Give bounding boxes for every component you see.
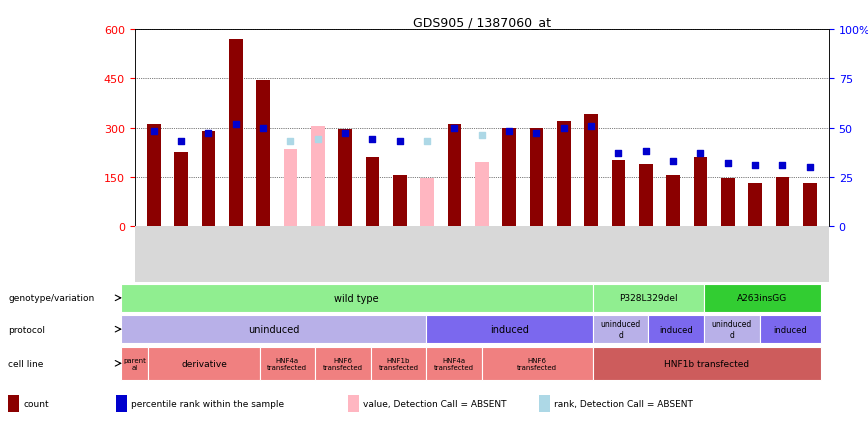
Text: HNF1b transfected: HNF1b transfected bbox=[664, 359, 749, 368]
Text: derivative: derivative bbox=[181, 359, 227, 368]
Point bbox=[502, 129, 516, 136]
Point bbox=[174, 138, 188, 145]
Bar bbox=[803, 184, 817, 226]
Point bbox=[284, 138, 298, 145]
Text: count: count bbox=[23, 399, 49, 408]
Bar bbox=[256, 81, 270, 226]
Bar bbox=[371, 347, 426, 380]
Bar bbox=[648, 316, 704, 343]
Point bbox=[448, 125, 462, 132]
Bar bbox=[584, 115, 598, 226]
Text: genotype/variation: genotype/variation bbox=[9, 294, 95, 302]
Bar bbox=[482, 347, 593, 380]
Point bbox=[229, 121, 243, 128]
Bar bbox=[475, 162, 489, 226]
Bar bbox=[229, 40, 242, 226]
Point bbox=[147, 129, 161, 136]
Text: induced: induced bbox=[773, 325, 807, 334]
Bar bbox=[557, 122, 570, 226]
Bar bbox=[284, 149, 297, 226]
Point bbox=[584, 123, 598, 130]
Bar bbox=[339, 130, 352, 226]
Bar bbox=[503, 128, 516, 226]
Text: HNF4a
transfected: HNF4a transfected bbox=[267, 357, 307, 370]
Bar bbox=[420, 179, 434, 226]
Point bbox=[420, 138, 434, 145]
Bar bbox=[121, 284, 593, 312]
Point bbox=[556, 125, 570, 132]
Text: P328L329del: P328L329del bbox=[619, 294, 678, 302]
Text: rank, Detection Call = ABSENT: rank, Detection Call = ABSENT bbox=[554, 399, 693, 408]
Bar bbox=[529, 128, 543, 226]
Point bbox=[694, 150, 707, 157]
Point bbox=[611, 150, 625, 157]
Bar bbox=[539, 395, 549, 412]
Bar bbox=[311, 127, 325, 226]
Bar bbox=[260, 347, 315, 380]
Point bbox=[475, 133, 489, 140]
Point bbox=[666, 158, 680, 165]
Bar bbox=[448, 125, 461, 226]
Bar bbox=[704, 284, 820, 312]
Text: uninduced
d: uninduced d bbox=[712, 320, 752, 339]
Text: percentile rank within the sample: percentile rank within the sample bbox=[131, 399, 284, 408]
Point bbox=[748, 162, 762, 169]
Text: wild type: wild type bbox=[334, 293, 379, 303]
Bar bbox=[426, 316, 593, 343]
Text: parent
al: parent al bbox=[123, 357, 146, 370]
Point bbox=[393, 138, 407, 145]
Bar bbox=[667, 175, 680, 226]
Bar bbox=[748, 184, 762, 226]
Point bbox=[339, 131, 352, 138]
Point bbox=[529, 131, 543, 138]
Bar bbox=[9, 395, 19, 412]
Text: HNF6
transfected: HNF6 transfected bbox=[323, 357, 363, 370]
Bar bbox=[365, 158, 379, 226]
Bar bbox=[612, 161, 625, 226]
Bar bbox=[593, 284, 704, 312]
Bar bbox=[121, 316, 426, 343]
Bar bbox=[201, 132, 215, 226]
Bar bbox=[393, 175, 406, 226]
Point bbox=[720, 160, 734, 167]
Text: uninduced: uninduced bbox=[247, 325, 299, 334]
Title: GDS905 / 1387060_at: GDS905 / 1387060_at bbox=[413, 16, 550, 29]
Point bbox=[639, 148, 653, 155]
Bar bbox=[315, 347, 371, 380]
Text: HNF1b
transfected: HNF1b transfected bbox=[378, 357, 418, 370]
Bar bbox=[426, 347, 482, 380]
Point bbox=[256, 125, 270, 132]
Bar bbox=[147, 125, 161, 226]
Point bbox=[201, 131, 215, 138]
Bar bbox=[593, 316, 648, 343]
Bar bbox=[121, 347, 148, 380]
Text: value, Detection Call = ABSENT: value, Detection Call = ABSENT bbox=[363, 399, 507, 408]
Bar bbox=[639, 164, 653, 226]
Point bbox=[775, 162, 789, 169]
Bar bbox=[760, 316, 820, 343]
Bar bbox=[148, 347, 260, 380]
Text: protocol: protocol bbox=[9, 325, 45, 334]
Bar bbox=[174, 153, 187, 226]
Text: uninduced
d: uninduced d bbox=[601, 320, 641, 339]
Point bbox=[365, 137, 379, 144]
Text: induced: induced bbox=[490, 325, 529, 334]
Text: HNF4a
transfected: HNF4a transfected bbox=[434, 357, 474, 370]
Bar bbox=[694, 158, 707, 226]
Bar bbox=[116, 395, 127, 412]
Bar bbox=[593, 347, 820, 380]
Point bbox=[311, 137, 325, 144]
Text: A263insGG: A263insGG bbox=[737, 294, 787, 302]
Bar bbox=[704, 316, 760, 343]
Bar bbox=[721, 179, 734, 226]
Text: HNF6
transfected: HNF6 transfected bbox=[517, 357, 557, 370]
Text: induced: induced bbox=[660, 325, 693, 334]
Bar bbox=[776, 177, 789, 226]
Bar bbox=[348, 395, 359, 412]
Text: cell line: cell line bbox=[9, 359, 43, 368]
Point bbox=[803, 164, 817, 171]
